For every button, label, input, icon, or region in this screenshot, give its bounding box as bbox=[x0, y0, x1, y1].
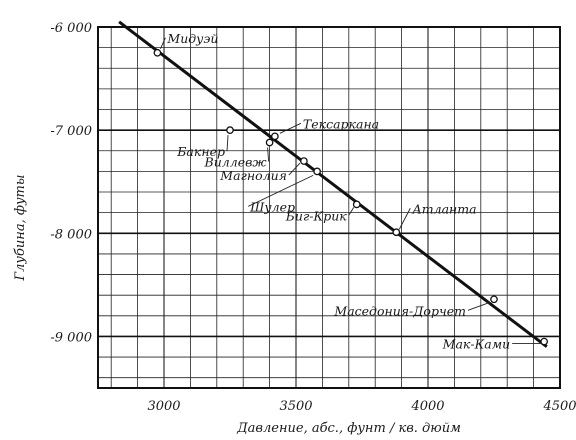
plot-frame bbox=[97, 26, 561, 389]
data-point bbox=[490, 295, 498, 304]
x-tick-labels: 3000 3500 4000 4500 bbox=[147, 399, 576, 414]
point-label: Магнолия bbox=[219, 168, 287, 183]
x-tick-label: 3000 bbox=[147, 399, 180, 414]
label-leader-line bbox=[398, 208, 411, 230]
label-leader-line bbox=[467, 301, 491, 311]
y-tick-label: -8 000 bbox=[50, 227, 92, 242]
point-label: Шулер bbox=[249, 199, 295, 214]
y-tick-label: -7 000 bbox=[50, 124, 92, 139]
trend-line bbox=[118, 20, 548, 348]
point-label: Атланта bbox=[411, 201, 476, 216]
data-point bbox=[265, 138, 274, 147]
y-tick-label: -9 000 bbox=[50, 330, 92, 345]
label-leader-line bbox=[159, 37, 166, 49]
point-label: Виллевж bbox=[204, 155, 268, 170]
data-point bbox=[540, 337, 549, 346]
y-tick-label: -6 000 bbox=[50, 21, 92, 36]
label-leader-line bbox=[247, 174, 314, 207]
data-points bbox=[153, 48, 549, 346]
x-tick-label: 4000 bbox=[410, 399, 444, 414]
point-label: Биг-Крик bbox=[285, 208, 348, 223]
point-label: Маседония-Дорчет bbox=[333, 303, 466, 318]
label-leader-line bbox=[348, 207, 355, 216]
point-label: Бакнер bbox=[176, 144, 225, 159]
data-point bbox=[392, 228, 401, 237]
point-label: Мак-Ками bbox=[442, 337, 510, 352]
point-label: Тексаркана bbox=[303, 116, 379, 131]
label-leaders bbox=[159, 37, 541, 345]
label-leader-line bbox=[267, 147, 270, 162]
data-point bbox=[352, 200, 361, 209]
data-point bbox=[271, 132, 279, 141]
label-leader-line bbox=[226, 135, 229, 152]
data-point bbox=[300, 157, 308, 165]
x-tick-label: 3500 bbox=[279, 399, 312, 414]
x-axis-title: Давление, абс., фунт / кв. дюйм bbox=[236, 421, 461, 436]
grid bbox=[98, 26, 560, 388]
data-point bbox=[313, 167, 321, 176]
data-point bbox=[153, 48, 162, 57]
y-tick-labels: -6 000 -7 000 -8 000 -9 000 bbox=[50, 21, 92, 345]
y-axis-title: Глубина, футы bbox=[13, 175, 28, 282]
label-leader-line bbox=[279, 122, 302, 134]
point-label: Мидуэй bbox=[166, 31, 218, 46]
data-point bbox=[226, 126, 234, 134]
label-leader-line bbox=[288, 162, 301, 176]
x-tick-label: 4500 bbox=[542, 399, 576, 414]
